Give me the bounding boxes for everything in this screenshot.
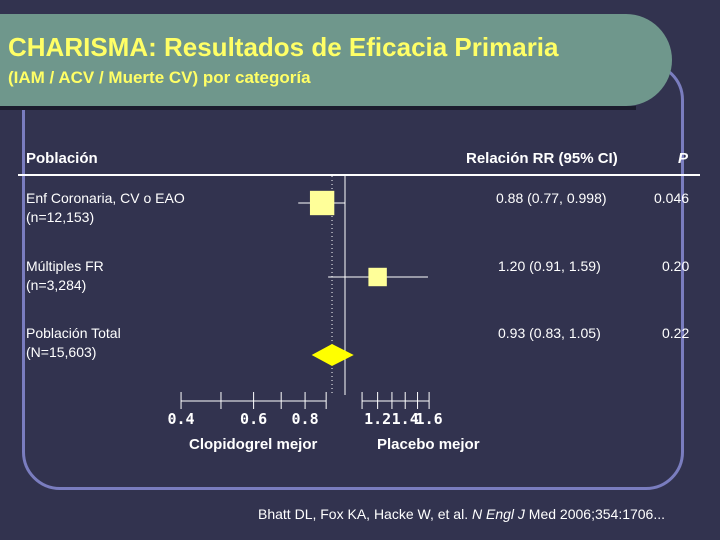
row-name: Múltiples FR — [26, 258, 104, 274]
header-rr: Relación RR (95% CI) — [466, 150, 618, 167]
title-bar: CHARISMA: Resultados de Eficacia Primari… — [0, 14, 672, 110]
point-estimate-square — [309, 190, 335, 216]
favor-right-label: Placebo mejor — [377, 436, 480, 453]
p-value-1: 0.046 — [654, 190, 690, 206]
header-population: Población — [26, 150, 98, 167]
ci-text-2: 1.20 (0.91, 1.59) — [498, 258, 601, 274]
row-label-1: Enf Coronaria, CV o EAO (n=12,153) — [26, 189, 185, 227]
page-subtitle: (IAM / ACV / Muerte CV) por categoría — [8, 68, 311, 87]
point-estimate-square — [368, 267, 387, 287]
ci-text-1: 0.88 (0.77, 0.998) — [496, 190, 607, 206]
header-p: P — [678, 150, 689, 167]
x-tick-label: 1.4 — [391, 410, 419, 428]
citation-journal: N Engl J — [471, 506, 525, 522]
overall-diamond — [311, 344, 354, 366]
x-tick-label: 1.6 — [415, 410, 443, 428]
row-n: (n=12,153) — [26, 209, 95, 225]
x-tick-label: 0.4 — [167, 410, 195, 428]
x-tick-label: 1.2 — [364, 410, 392, 428]
favor-left-label: Clopidogrel mejor — [189, 436, 318, 453]
p-value-2: 0.20 — [662, 258, 690, 274]
row-name: Población Total — [26, 325, 121, 341]
row-label-3: Población Total (N=15,603) — [26, 324, 121, 362]
citation-rest: Med 2006;354:1706... — [524, 506, 666, 522]
row-label-2: Múltiples FR (n=3,284) — [26, 257, 104, 295]
ci-text-3: 0.93 (0.83, 1.05) — [498, 325, 601, 341]
header-rule — [18, 174, 700, 176]
row-name: Enf Coronaria, CV o EAO — [26, 190, 185, 206]
p-value-3: 0.22 — [662, 325, 690, 341]
citation: Bhatt DL, Fox KA, Hacke W, et al. N Engl… — [258, 506, 665, 522]
row-n: (N=15,603) — [26, 344, 97, 360]
row-n: (n=3,284) — [26, 277, 87, 293]
title-underline — [0, 106, 636, 110]
x-tick-label: 0.6 — [240, 410, 268, 428]
citation-text: Bhatt DL, Fox KA, Hacke W, et al. — [258, 506, 472, 522]
page-title: CHARISMA: Resultados de Eficacia Primari… — [8, 32, 559, 62]
x-tick-label: 0.8 — [291, 410, 319, 428]
